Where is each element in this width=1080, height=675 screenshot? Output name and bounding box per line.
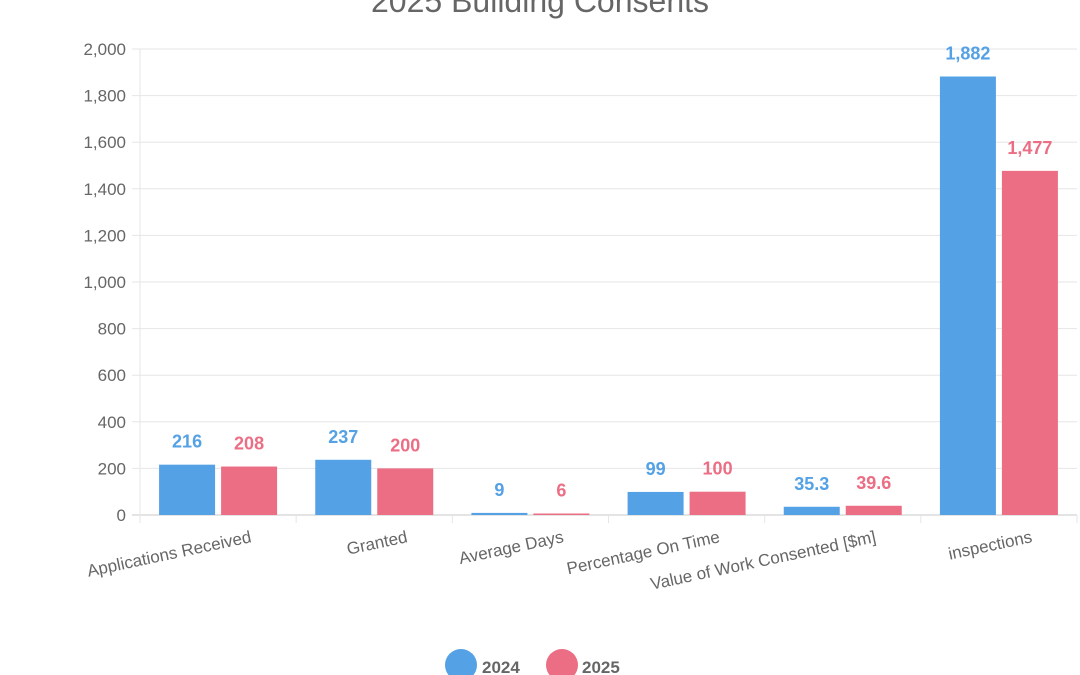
- y-tick-label: 1,200: [83, 226, 126, 245]
- y-tick-label: 1,600: [83, 133, 126, 152]
- bar-2025[interactable]: [533, 513, 590, 516]
- bar-2024[interactable]: [315, 459, 372, 515]
- bar-2024[interactable]: [159, 464, 216, 515]
- data-label: 35.3: [794, 474, 829, 494]
- y-tick-label: 0: [117, 506, 126, 525]
- legend-label-2024[interactable]: 2024: [482, 658, 520, 675]
- x-tick-label: inspections: [947, 527, 1034, 563]
- y-tick-label: 400: [98, 413, 126, 432]
- bar-2024[interactable]: [939, 76, 996, 515]
- y-tick-label: 600: [98, 366, 126, 385]
- data-label: 1,882: [945, 43, 990, 63]
- x-tick-label: Granted: [345, 527, 409, 558]
- y-tick-label: 1,400: [83, 180, 126, 199]
- y-tick-label: 1,000: [83, 273, 126, 292]
- data-label: 200: [390, 435, 420, 455]
- y-tick-label: 200: [98, 459, 126, 478]
- y-tick-label: 2,000: [83, 40, 126, 59]
- data-labels: 216 208 237 200 9 6 99 100 35.3 39.6 1,882 1,477: [172, 43, 1052, 500]
- data-label: 216: [172, 432, 202, 452]
- grid-lines: [132, 48, 1078, 523]
- bar-2025[interactable]: [221, 466, 278, 515]
- y-tick-label: 800: [98, 320, 126, 339]
- chart-title: 2025 Building Consents: [371, 0, 709, 19]
- data-label: 99: [646, 459, 666, 479]
- bar-2024[interactable]: [471, 512, 528, 515]
- data-label: 39.6: [856, 473, 891, 493]
- x-tick-label: Applications Received: [85, 527, 253, 580]
- data-label: 208: [234, 434, 264, 454]
- data-label: 6: [556, 481, 566, 501]
- bar-2024[interactable]: [627, 491, 684, 515]
- data-label: 1,477: [1007, 138, 1052, 158]
- bar-2025[interactable]: [845, 505, 902, 515]
- legend[interactable]: 2024 2025: [445, 649, 620, 675]
- data-label: 9: [494, 480, 504, 500]
- bar-2024[interactable]: [783, 506, 840, 515]
- legend-swatch-2024[interactable]: [445, 649, 477, 675]
- legend-label-2025[interactable]: 2025: [582, 658, 620, 675]
- data-label: 237: [328, 427, 358, 447]
- y-axis: 0 200 400 600 800 1,000 1,200 1,400 1,600 1,800 2,…: [83, 40, 126, 525]
- x-axis: Applications Received Granted Average Days…: [85, 527, 1033, 593]
- bar-2025[interactable]: [377, 468, 434, 515]
- bars: [159, 76, 1058, 515]
- bar-2025[interactable]: [689, 491, 746, 515]
- y-tick-label: 1,800: [83, 87, 126, 106]
- x-tick-label: Average Days: [457, 527, 565, 568]
- bar-2025[interactable]: [1001, 170, 1058, 515]
- data-label: 100: [703, 459, 733, 479]
- legend-swatch-2025[interactable]: [546, 649, 578, 675]
